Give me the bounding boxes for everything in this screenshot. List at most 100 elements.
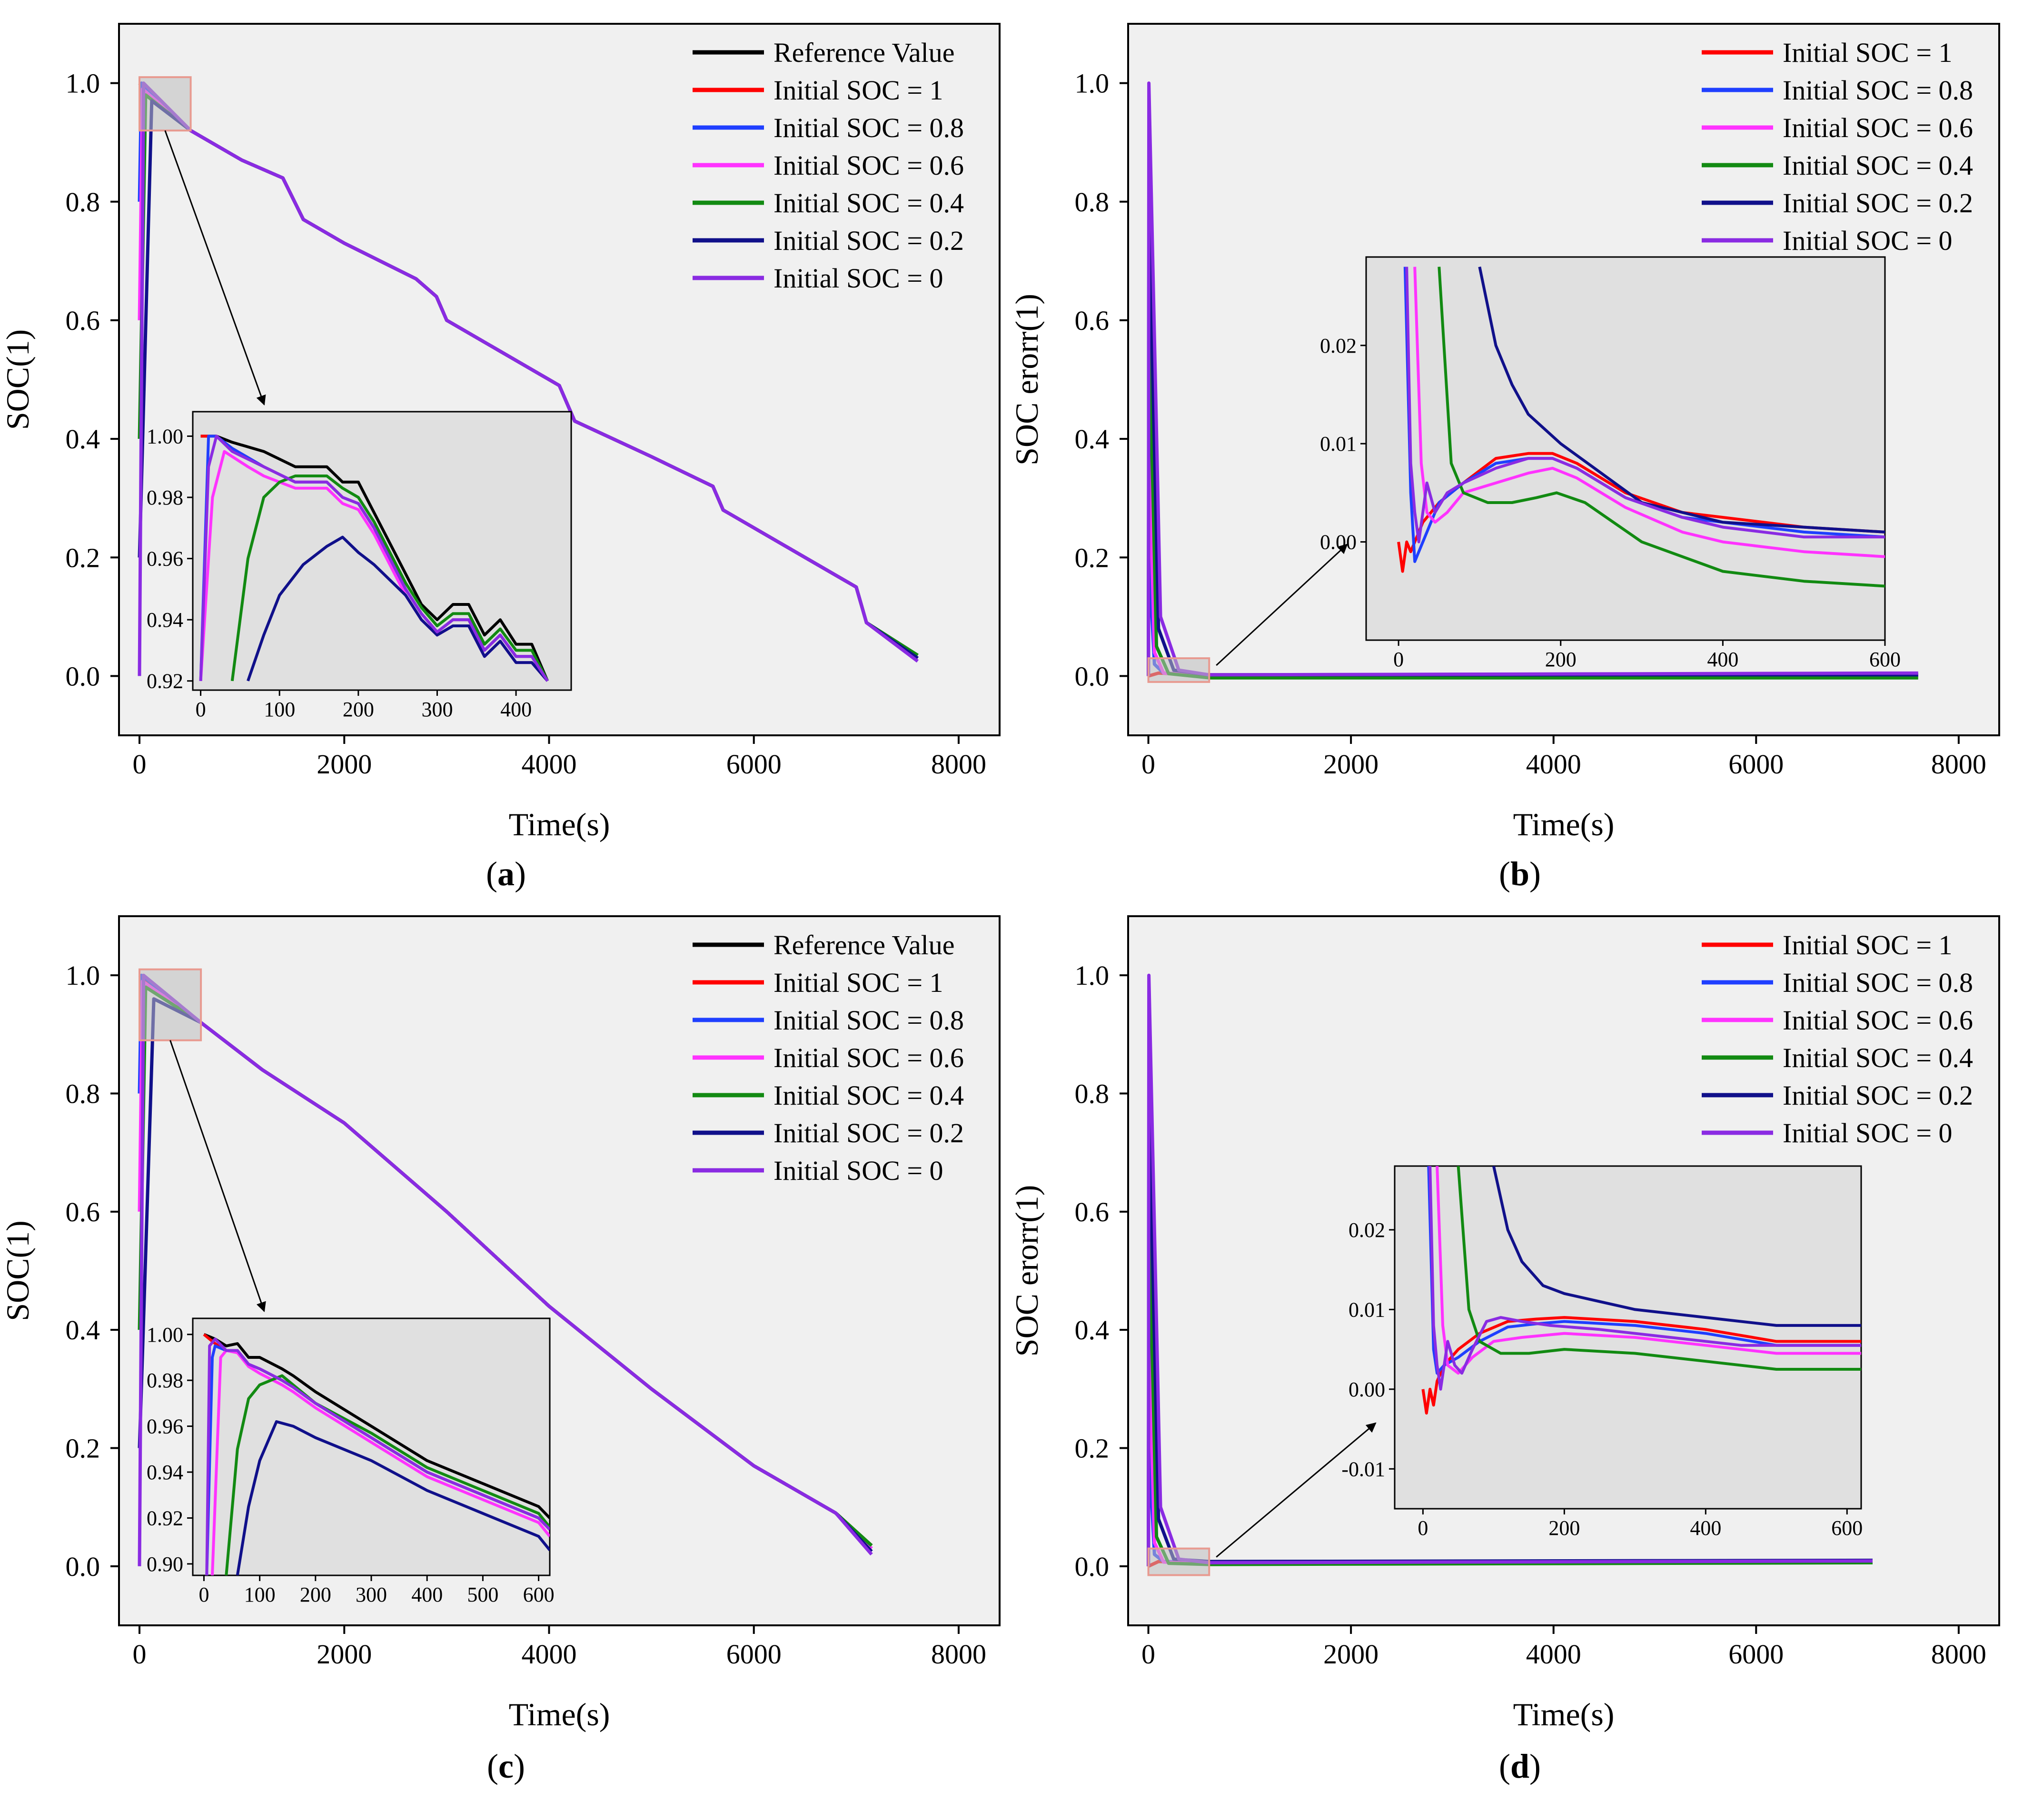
inset-x-tick-label: 400 xyxy=(500,698,532,721)
legend-label: Initial SOC = 1 xyxy=(1783,37,1953,68)
inset-y-tick-label: 0.00 xyxy=(1320,531,1357,554)
legend-label: Initial SOC = 0.2 xyxy=(1783,1080,1973,1111)
panel-d: 0 2000 4000 6000 80000.00.20.40.60.81.0Time(… xyxy=(1009,915,2000,1785)
x-tick-label: 6000 xyxy=(1728,749,1784,780)
x-tick-label: 0 xyxy=(133,1639,147,1670)
y-tick-label: 0.2 xyxy=(1075,1433,1110,1464)
x-axis-label: Time(s) xyxy=(1513,806,1615,842)
inset-x-tick-label: 600 xyxy=(1869,648,1901,671)
panel-caption-letter: c xyxy=(498,1747,514,1785)
inset-y-tick-label: 0.90 xyxy=(147,1553,183,1576)
legend-label: Initial SOC = 0.8 xyxy=(1783,967,1973,998)
inset-y-tick-label: 0.00 xyxy=(1349,1378,1385,1401)
zoom-box xyxy=(1147,1547,1210,1576)
y-tick-label: 0.6 xyxy=(66,1197,100,1227)
legend-label: Initial SOC = 0.8 xyxy=(774,1005,964,1036)
inset-y-tick-label: 0.94 xyxy=(147,1461,183,1484)
series-line xyxy=(138,81,919,676)
inset-y-tick-label: 1.00 xyxy=(147,1323,183,1346)
y-tick-label: 1.0 xyxy=(66,68,100,99)
x-tick-label: 2000 xyxy=(1323,1639,1378,1670)
inset-x-tick-label: 0 xyxy=(196,698,206,721)
inset-series-line xyxy=(200,435,549,682)
panel-caption: (c) xyxy=(487,1747,525,1785)
x-tick-label: 8000 xyxy=(931,1639,986,1670)
legend-label: Initial SOC = 0.4 xyxy=(774,1080,964,1111)
inset-x-tick-label: 200 xyxy=(1545,648,1577,671)
inset-x-tick-label: 0 xyxy=(1393,648,1404,671)
inset-series-line xyxy=(1478,266,1885,534)
x-tick-label: 0 xyxy=(1141,1639,1155,1670)
inset-y-tick-label: 0.01 xyxy=(1320,432,1357,455)
inset-series-line xyxy=(1436,1166,1861,1375)
legend-label: Initial SOC = 0.8 xyxy=(774,112,964,143)
inset-x-tick-label: 200 xyxy=(343,698,374,721)
legend-label: Reference Value xyxy=(774,930,955,960)
zoom-arrow xyxy=(164,130,266,406)
inset-y-tick-label: 0.92 xyxy=(147,1506,183,1530)
inset-y-tick-label: 0.94 xyxy=(147,608,183,632)
inset-b: 0 200 400 600 0.00 0.01 0.02 xyxy=(1320,256,1901,671)
legend-label: Initial SOC = 0 xyxy=(774,1155,943,1186)
inset-x-tick-label: 300 xyxy=(356,1583,387,1606)
inset-x-tick-label: 200 xyxy=(1548,1516,1580,1540)
inset-y-tick-label: 0.96 xyxy=(147,1415,183,1438)
legend-label: Initial SOC = 0.6 xyxy=(774,1042,964,1073)
inset-y-tick-label: 0.98 xyxy=(147,486,183,509)
y-tick-label: 0.0 xyxy=(1075,1551,1110,1582)
legend-label: Initial SOC = 1 xyxy=(774,75,943,106)
inset-series-line xyxy=(247,535,549,682)
inset-series-line xyxy=(1438,267,1885,588)
inset-y-tick-label: 0.92 xyxy=(147,670,183,693)
y-tick-label: 0.0 xyxy=(66,661,100,692)
legend-label: Initial SOC = 0.6 xyxy=(774,150,964,181)
zoom-arrow xyxy=(169,1040,266,1312)
legend-label: Initial SOC = 0 xyxy=(774,263,943,294)
y-tick-label: 0.2 xyxy=(66,1433,100,1464)
inset-y-tick-label: 0.96 xyxy=(147,547,183,571)
inset-c: 0 100 200 300 400 500 600 0.90 0.92 0.94 0.96 0.98 1… xyxy=(147,1317,555,1606)
y-tick-label: 0.0 xyxy=(1075,661,1110,692)
x-axis-label: Time(s) xyxy=(509,1696,610,1732)
series-line xyxy=(1147,973,1873,1566)
inset-series-line xyxy=(1397,452,1885,573)
panel-caption: (d) xyxy=(1499,1747,1541,1785)
x-tick-label: 8000 xyxy=(1931,749,1986,780)
x-tick-label: 4000 xyxy=(521,749,576,780)
inset-x-tick-label: 100 xyxy=(244,1583,276,1606)
inset-series-line xyxy=(1413,267,1885,558)
inset-plot-area xyxy=(1365,256,1886,641)
x-tick-label: 0 xyxy=(133,749,147,780)
inset-x-tick-label: 0 xyxy=(1418,1516,1428,1540)
x-tick-label: 4000 xyxy=(521,1639,576,1670)
inset-series-line xyxy=(1428,1166,1861,1391)
y-axis-label: SOC(1) xyxy=(0,1220,36,1321)
legend-label: Initial SOC = 1 xyxy=(1783,930,1953,960)
panel-caption-letter: d xyxy=(1510,1747,1529,1785)
y-tick-label: 1.0 xyxy=(1075,68,1110,99)
y-tick-label: 1.0 xyxy=(1075,960,1110,991)
inset-series-line xyxy=(1457,1166,1861,1371)
inset-plot-area xyxy=(192,1317,551,1576)
legend-label: Initial SOC = 0 xyxy=(1783,1118,1953,1148)
legend-label: Initial SOC = 0.4 xyxy=(774,188,964,218)
inset-series-line xyxy=(205,1337,550,1575)
series-line xyxy=(1147,81,1918,677)
x-tick-label: 4000 xyxy=(1526,749,1581,780)
inset-y-tick-label: 0.98 xyxy=(147,1369,183,1392)
y-tick-label: 0.8 xyxy=(66,1078,100,1109)
inset-x-tick-label: 0 xyxy=(198,1583,209,1606)
inset-x-tick-label: 500 xyxy=(467,1583,498,1606)
x-tick-label: 2000 xyxy=(1323,749,1378,780)
inset-d: 0 200 400 600 -0.01 0.00 0.01 0.02 xyxy=(1341,1165,1863,1540)
inset-series-line xyxy=(1492,1166,1861,1327)
inset-y-tick-label: -0.01 xyxy=(1341,1457,1385,1481)
inset-series-line xyxy=(230,475,549,682)
inset-series-line xyxy=(199,435,549,682)
x-tick-label: 8000 xyxy=(1931,1639,1986,1670)
x-tick-label: 6000 xyxy=(1728,1639,1784,1670)
y-tick-label: 0.4 xyxy=(1075,1315,1110,1345)
zoom-arrow xyxy=(1216,1422,1377,1558)
inset-x-tick-label: 300 xyxy=(421,698,453,721)
